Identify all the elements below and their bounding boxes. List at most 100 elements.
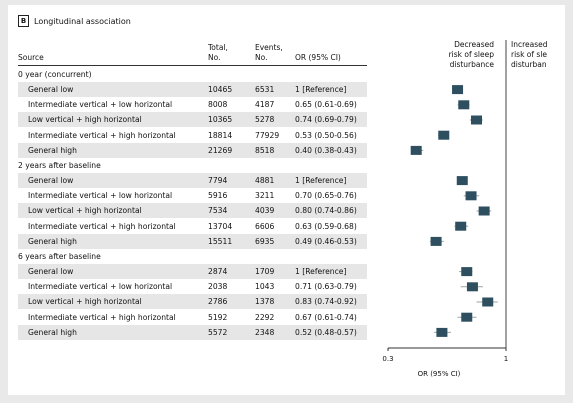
row-or: 0.52 (0.48-0.57)	[295, 327, 357, 337]
row-label: Intermediate vertical + low horizontal	[28, 100, 173, 110]
total-column-header-line1: Total,	[208, 43, 228, 52]
row-label: General high	[28, 236, 77, 246]
row-events: 6531	[255, 85, 275, 94]
row-total: 5572	[208, 327, 228, 337]
table-row: Intermediate vertical + low horizontal 80…	[18, 97, 367, 112]
row-total: 15511	[208, 236, 233, 246]
table-row: Low vertical + high horizontal 7534 4039 0.…	[18, 203, 367, 219]
source-column-header: Source	[18, 53, 44, 62]
row-or: 0.65 (0.61-0.69)	[295, 100, 357, 110]
section-title: 0 year (concurrent)	[18, 70, 92, 79]
table-row: Low vertical + high horizontal 10365 5278 0…	[18, 112, 367, 128]
or-column-header: OR (95% CI)	[295, 53, 341, 62]
row-total: 10365	[208, 115, 233, 125]
row-events: 6935	[255, 236, 275, 246]
row-label: Low vertical + high horizontal	[28, 115, 142, 125]
events-column-header-line1: Events,	[255, 43, 283, 52]
row-events: 1709	[255, 267, 275, 276]
row-label: Low vertical + high horizontal	[28, 297, 142, 307]
row-or: 0.67 (0.61-0.74)	[295, 312, 357, 322]
row-label: General low	[28, 267, 74, 276]
row-total: 7534	[208, 206, 228, 216]
row-events: 8518	[255, 145, 275, 155]
table-row: General high 15511 6935 0.49 (0.46-0.53)	[18, 233, 367, 249]
row-or: 0.40 (0.38-0.43)	[295, 145, 357, 155]
row-total: 2874	[208, 267, 228, 276]
events-column-header-line2: No.	[255, 53, 268, 62]
row-events: 5278	[255, 115, 275, 125]
row-label: Intermediate vertical + high horizontal	[28, 312, 176, 322]
row-or: 0.70 (0.65-0.76)	[295, 191, 357, 201]
x-tick-label: 0.3	[382, 355, 393, 363]
row-total: 5916	[208, 191, 228, 201]
row-label: Intermediate vertical + high horizontal	[28, 130, 176, 140]
row-events: 4187	[255, 100, 275, 110]
row-or: 0.83 (0.74-0.92)	[295, 297, 357, 307]
or-marker	[438, 130, 450, 140]
row-or: 1 [Reference]	[295, 267, 347, 276]
decreased-risk-header-line3: disturbance	[449, 60, 494, 69]
or-marker	[410, 145, 422, 155]
table-row: Low vertical + high horizontal 2786 1378 0.…	[18, 294, 367, 310]
increased-risk-header-line2: risk of sle	[511, 50, 548, 59]
or-marker	[482, 297, 494, 307]
header-rule	[18, 65, 367, 66]
x-axis-label: OR (95% CI)	[418, 370, 461, 378]
row-or: 0.49 (0.46-0.53)	[295, 236, 357, 246]
panel-letter: B	[18, 15, 29, 27]
row-events: 6606	[255, 221, 275, 231]
row-or: 0.80 (0.74-0.86)	[295, 206, 357, 216]
section-title: 2 years after baseline	[18, 161, 101, 170]
or-marker	[466, 282, 478, 292]
row-events: 4881	[255, 176, 275, 185]
row-or: 0.71 (0.63-0.79)	[295, 282, 357, 292]
row-events: 2292	[255, 312, 275, 322]
decreased-risk-header-line2: risk of sleep	[448, 50, 494, 59]
table-row: General low 10465 6531 1 [Reference]	[18, 82, 367, 97]
figure-panel: B Longitudinal association Source Total,…	[8, 5, 565, 395]
row-or: 1 [Reference]	[295, 176, 347, 185]
or-marker	[465, 191, 477, 201]
row-total: 2786	[208, 297, 228, 307]
row-label: Intermediate vertical + low horizontal	[28, 282, 173, 292]
table-row: General low 7794 4881 1 [Reference]	[18, 173, 367, 188]
table-row: General high 5572 2348 0.52 (0.48-0.57)	[18, 324, 367, 340]
row-events: 3211	[255, 191, 275, 201]
row-label: Low vertical + high horizontal	[28, 206, 142, 216]
total-column-header-line2: No.	[208, 53, 221, 62]
row-events: 1043	[255, 282, 275, 292]
table-row: General high 21269 8518 0.40 (0.38-0.43)	[18, 142, 367, 158]
row-events: 4039	[255, 206, 275, 216]
row-or: 0.74 (0.69-0.79)	[295, 115, 357, 125]
or-marker	[470, 115, 482, 125]
or-marker	[478, 206, 490, 216]
row-label: General low	[28, 85, 74, 94]
or-marker	[461, 312, 473, 322]
row-or: 0.63 (0.59-0.68)	[295, 221, 357, 231]
increased-risk-header-line1: Increased	[511, 40, 548, 49]
row-label: General high	[28, 327, 77, 337]
table-row: Intermediate vertical + low horizontal 59…	[18, 188, 367, 203]
table-row: General low 2874 1709 1 [Reference]	[18, 264, 367, 279]
row-label: General high	[28, 145, 77, 155]
table-row: Intermediate vertical + low horizontal 20…	[18, 279, 367, 294]
table-row: Intermediate vertical + high horizontal 1…	[18, 128, 367, 143]
panel-title: Longitudinal association	[34, 16, 131, 26]
row-total: 10465	[208, 85, 233, 94]
row-total: 5192	[208, 312, 228, 322]
forest-plot: 0.3 1 OR (95% CI)	[382, 40, 508, 378]
table-row: Intermediate vertical + high horizontal 5…	[18, 310, 367, 325]
row-events: 1378	[255, 297, 275, 307]
increased-risk-header-line3: disturban	[511, 60, 547, 69]
or-marker	[430, 236, 442, 246]
row-label: Intermediate vertical + high horizontal	[28, 221, 176, 231]
or-marker	[461, 267, 473, 277]
row-total: 7794	[208, 176, 228, 185]
decreased-risk-header-line1: Decreased	[454, 40, 494, 49]
row-total: 18814	[208, 130, 233, 140]
row-events: 2348	[255, 327, 275, 337]
row-label: Intermediate vertical + low horizontal	[28, 191, 173, 201]
or-marker	[452, 85, 464, 95]
or-marker	[455, 221, 467, 231]
panel-header: B Longitudinal association	[18, 15, 131, 27]
